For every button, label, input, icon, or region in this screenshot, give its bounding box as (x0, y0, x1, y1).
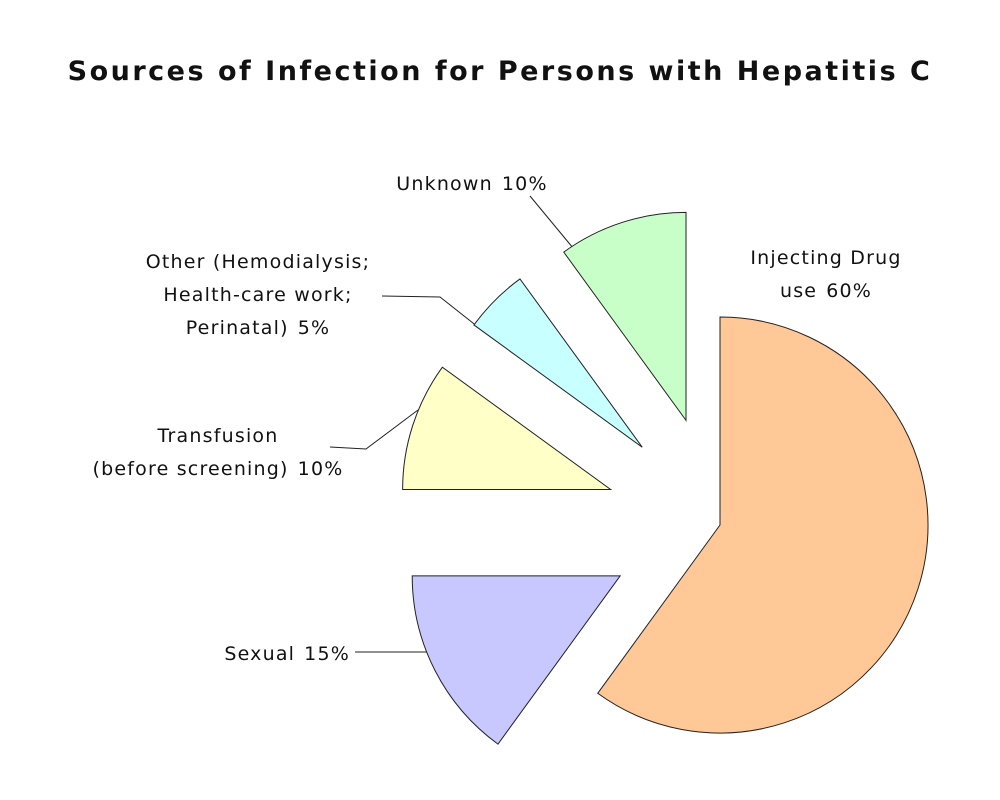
chart-title: Sources of Infection for Persons with He… (68, 56, 933, 87)
pie-slice (473, 278, 643, 448)
leader-line (329, 409, 419, 450)
leader-line (529, 195, 579, 255)
value-label: 10% (298, 458, 344, 480)
slice-label: Transfusion (before screening) 10% (93, 425, 344, 480)
pie-slice (411, 575, 622, 745)
label-line: Sexual (224, 643, 295, 665)
label-line: Health-care work; (163, 284, 352, 306)
label-line: Perinatal) (186, 317, 289, 339)
slice-label: Injecting Drug use 60% (750, 247, 901, 302)
value-label: 5% (298, 317, 331, 339)
label-line: Injecting Drug (750, 247, 901, 269)
pie-slice (597, 316, 929, 734)
label-line: Other (Hemodialysis; (146, 251, 371, 273)
pie-slice (563, 211, 687, 422)
slice-label: Other (Hemodialysis; Health-care work; Per… (146, 251, 371, 339)
value-label: 60% (826, 280, 872, 302)
leader-line (381, 295, 479, 328)
value-label: 15% (304, 643, 350, 665)
label-line: use (780, 280, 817, 302)
pie-slice (402, 366, 613, 490)
label-line: Transfusion (157, 425, 279, 447)
value-label: 10% (502, 173, 548, 195)
slice-label: Unknown 10% (396, 173, 547, 195)
slice-label: Sexual 15% (224, 643, 350, 665)
label-line: Unknown (396, 173, 493, 195)
label-line: (before screening) (93, 458, 289, 480)
